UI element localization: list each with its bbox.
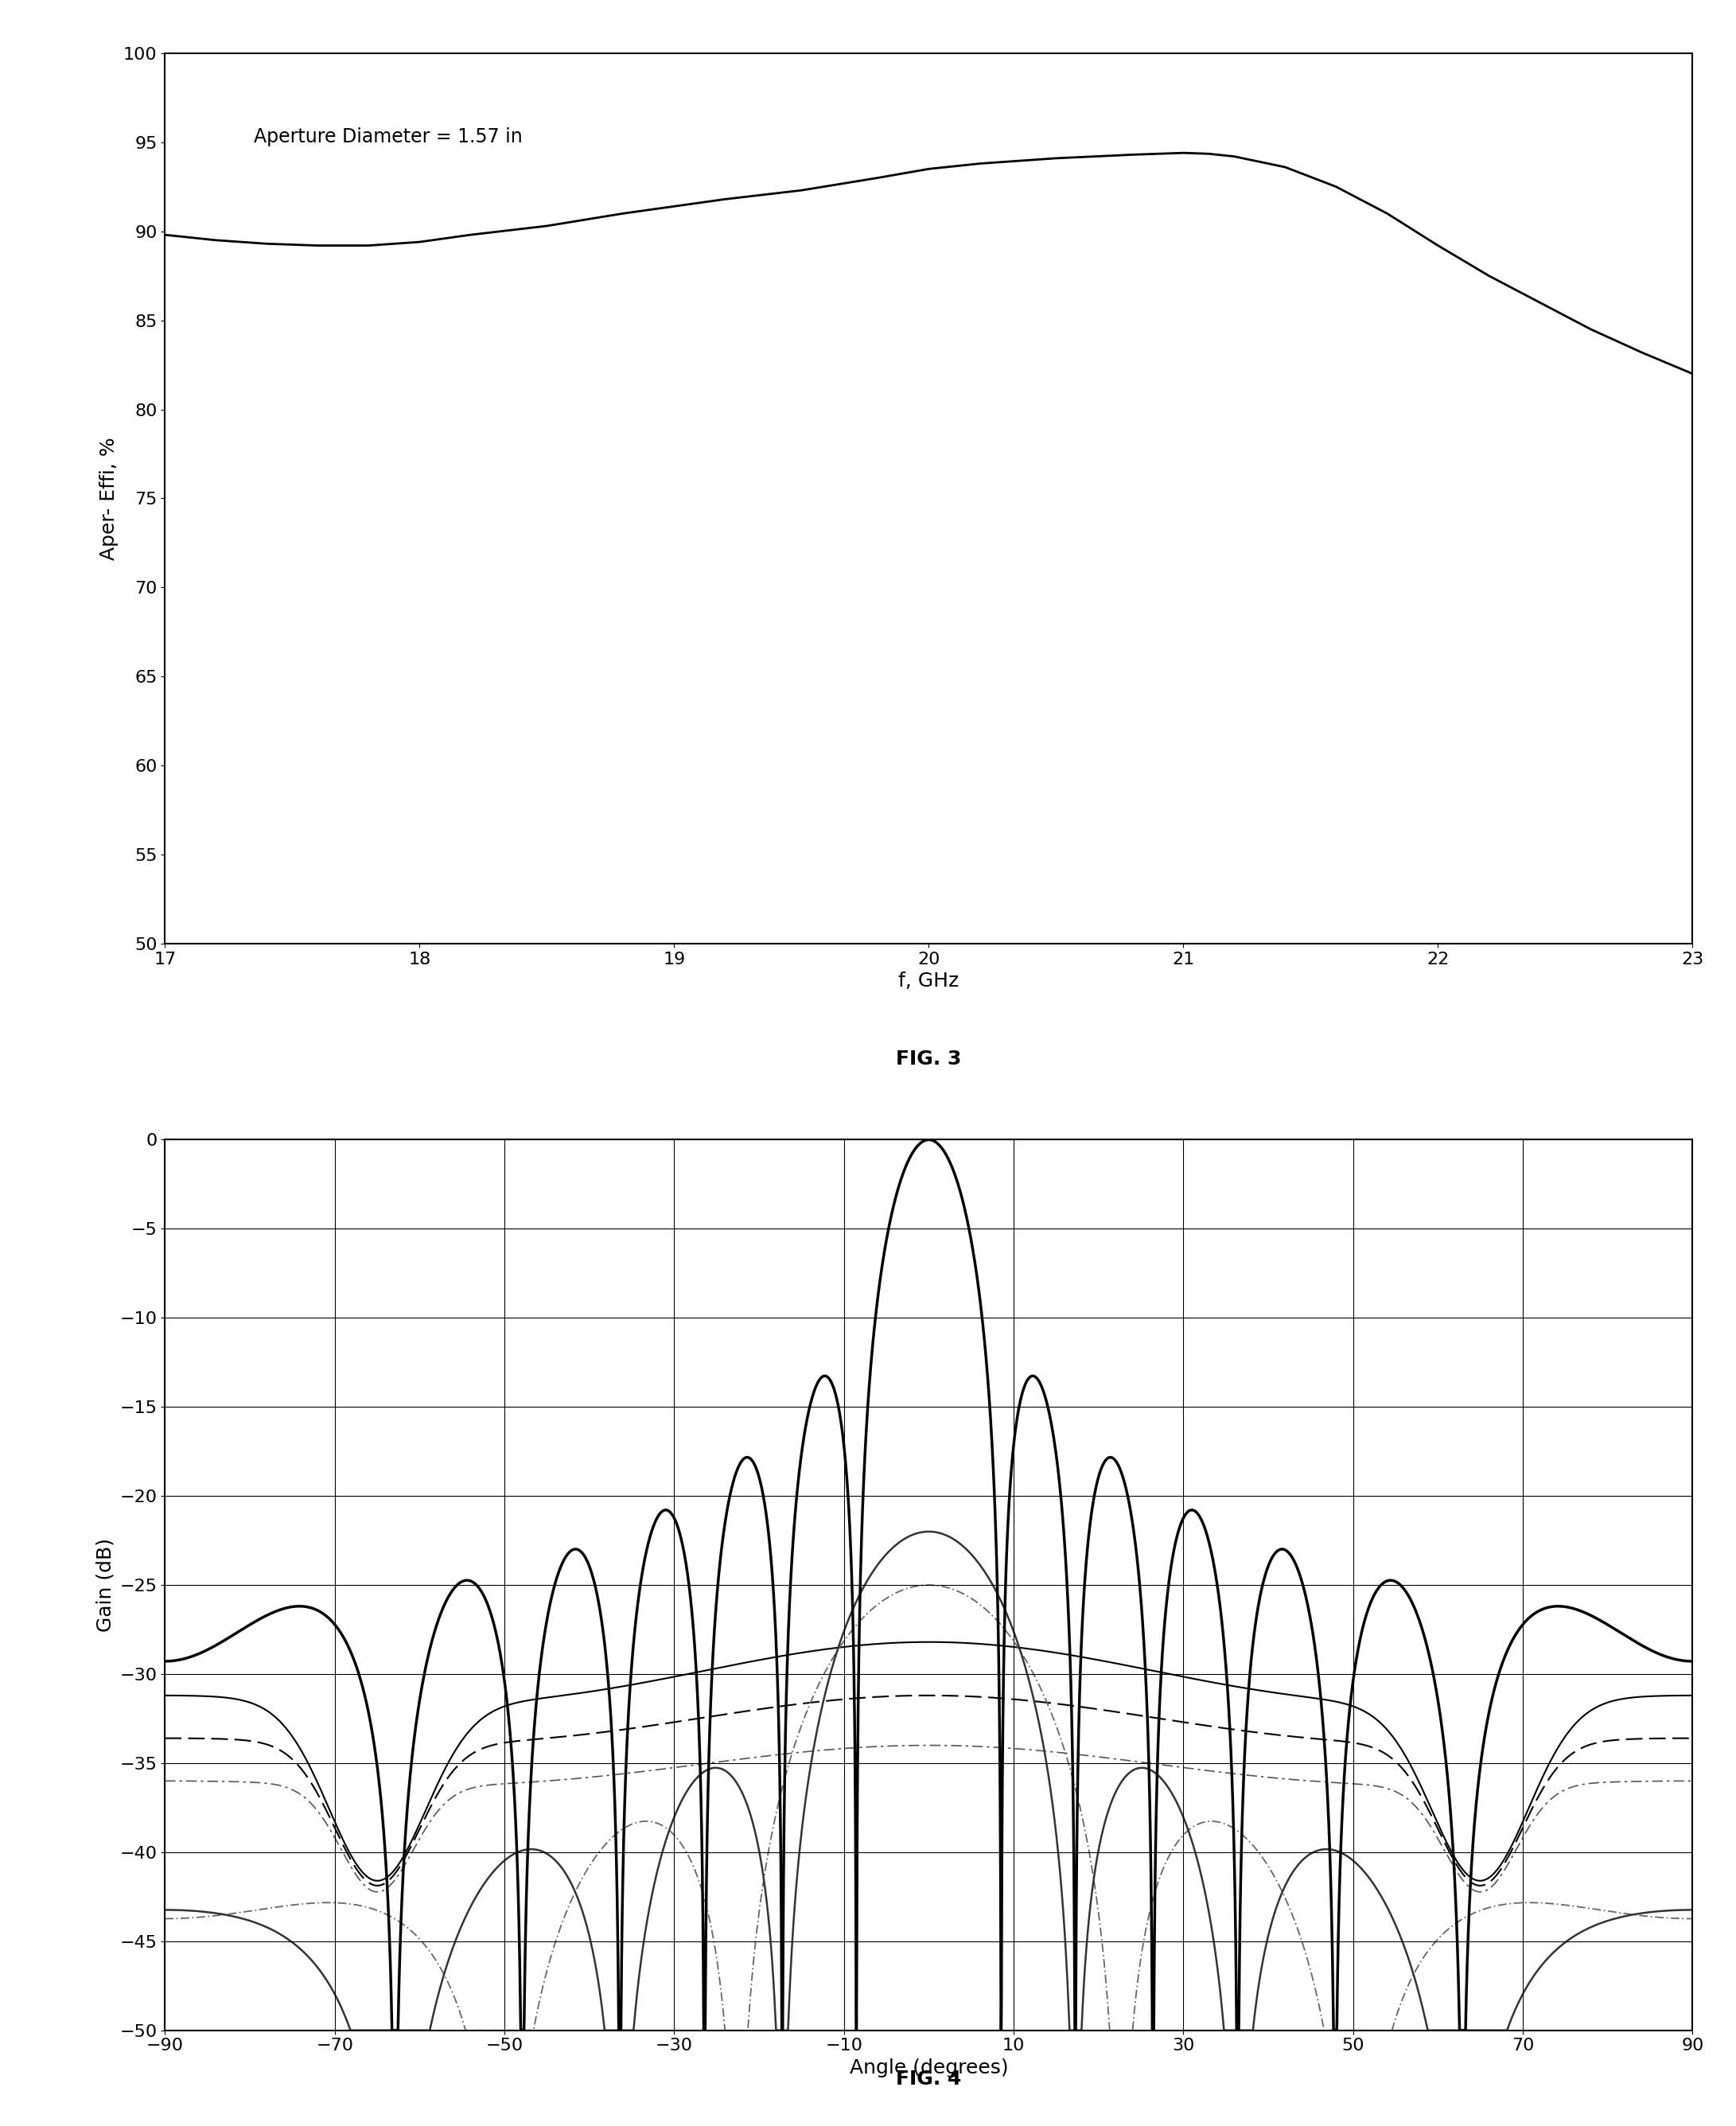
Text: FIG. 4: FIG. 4 (896, 2071, 962, 2088)
Y-axis label: Gain (dB): Gain (dB) (95, 1537, 115, 1633)
X-axis label: Angle (degrees): Angle (degrees) (849, 2058, 1009, 2077)
Text: Aperture Diameter = 1.57 in: Aperture Diameter = 1.57 in (253, 128, 523, 147)
X-axis label: f, GHz: f, GHz (899, 972, 958, 991)
Text: FIG. 3: FIG. 3 (896, 1050, 962, 1067)
Y-axis label: Aper- Effi, %: Aper- Effi, % (99, 438, 118, 559)
